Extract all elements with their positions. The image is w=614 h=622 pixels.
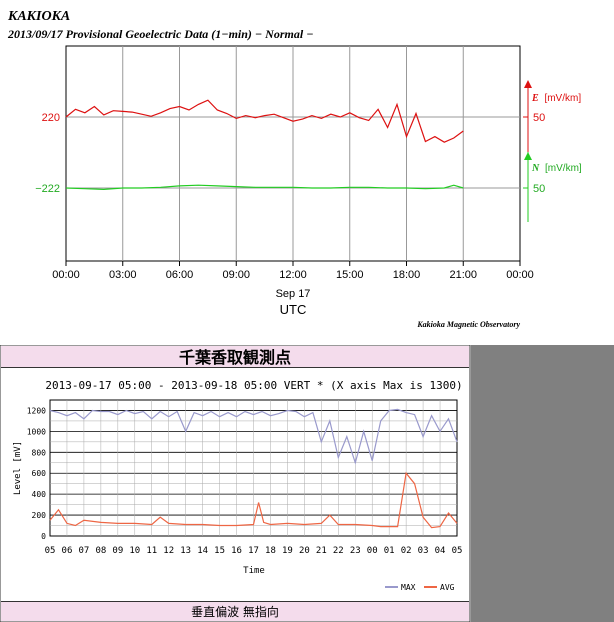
y-tick-label: 200 (32, 511, 47, 520)
y-tick-label: 800 (32, 448, 47, 457)
x-tick-label: 09:00 (222, 269, 250, 281)
x-tick-label: 09 (112, 546, 123, 556)
x-tick-label: 05 (45, 546, 56, 556)
x-tick-label: 20 (299, 546, 310, 556)
x-tick-label: 06:00 (166, 269, 194, 281)
avg-series-line (49, 471, 458, 529)
x-tick-label: 01 (384, 546, 395, 556)
x-tick-label: 00:00 (506, 269, 534, 281)
x-tick-label: 13 (180, 546, 191, 556)
y-tick-label: 1200 (27, 406, 46, 415)
x-tick-label: 11 (146, 546, 157, 556)
max-series-line (49, 408, 458, 465)
n-scale-axis (523, 152, 532, 222)
e-series-label: E [mV/km] (531, 93, 581, 104)
x-tick-label: 08 (95, 546, 106, 556)
y-tick-label: 0 (41, 532, 46, 541)
y-axis-label: Level [mV] (13, 441, 23, 495)
footer-band (1, 602, 469, 621)
x-tick-labels: 05 06 07 08 09 10 11 12 13 14 15 16 17 18 19 20 21 22 23 00… (45, 546, 463, 556)
x-tick-label: 23 (350, 546, 361, 556)
n-left-label: −222 (35, 183, 60, 195)
observatory-credit: Kakioka Magnetic Observatory (416, 320, 520, 329)
x-tick-label: 00 (367, 546, 378, 556)
x-tick-label: 00:00 (52, 269, 80, 281)
legend-max-label: MAX (401, 583, 416, 592)
gray-side-panel (471, 345, 614, 622)
x-tick-label: 02 (401, 546, 412, 556)
x-tick-label: 22 (333, 546, 344, 556)
x-tick-label: 18 (265, 546, 276, 556)
n-series-line (65, 184, 464, 191)
x-tick-label: 17 (248, 546, 259, 556)
n-series-label: N [mV/km] (531, 163, 582, 174)
e-series-line (65, 99, 464, 143)
x-tick-label: 14 (197, 546, 208, 556)
chart-subtitle: 2013/09/17 Provisional Geoelectric Data … (7, 27, 313, 41)
y-tick-label: 1000 (27, 427, 46, 436)
y-tick-label: 600 (32, 469, 47, 478)
x-tick-label: 03:00 (109, 269, 137, 281)
x-tick-label: 19 (282, 546, 293, 556)
kakioka-geoelectric-chart: KAKIOKA 2013/09/17 Provisional Geoelectr… (7, 9, 582, 329)
e-left-label: 220 (42, 112, 60, 124)
x-tick-label: 04 (435, 546, 446, 556)
polarization-footer: 垂直偏波 無指向 (191, 604, 279, 619)
legend: MAX AVG (385, 583, 455, 592)
e-right-label: 50 (533, 112, 545, 124)
gridlines (50, 400, 457, 536)
x-axis-label: UTC (280, 302, 307, 317)
x-axis-label: Time (243, 566, 265, 576)
x-tick-label: 05 (452, 546, 463, 556)
x-tick-label: 12:00 (279, 269, 307, 281)
date-label: Sep 17 (276, 288, 311, 300)
header-band (1, 346, 469, 367)
chart-title: KAKIOKA (7, 9, 70, 24)
x-tick-label: 21:00 (449, 269, 477, 281)
x-tick-label: 15 (214, 546, 225, 556)
x-tick-label: 10 (129, 546, 140, 556)
x-tick-label: 18:00 (393, 269, 421, 281)
x-tick-label: 03 (418, 546, 429, 556)
x-tick-labels: 00:00 03:00 06:00 09:00 12:00 15:00 18:00 21:00… (52, 269, 534, 281)
x-tick-label: 21 (316, 546, 327, 556)
chiba-katori-vert-chart: 千葉香取観測点 垂直偏波 無指向 2013-09-17 05:00 - 2013… (0, 345, 614, 622)
x-tick-label: 07 (78, 546, 89, 556)
y-tick-label: 400 (32, 490, 47, 499)
x-tick-label: 06 (62, 546, 73, 556)
y-tick-labels: 1200 1000 800 600 400 200 0 (27, 406, 46, 541)
x-tick-label: 16 (231, 546, 242, 556)
period-title: 2013-09-17 05:00 - 2013-09-18 05:00 VERT… (45, 379, 462, 392)
legend-avg-label: AVG (440, 583, 455, 592)
n-right-label: 50 (533, 183, 545, 195)
e-scale-axis (523, 80, 532, 152)
x-tick-label: 15:00 (336, 269, 364, 281)
x-tick-label: 12 (163, 546, 174, 556)
vertical-gridlines (65, 46, 521, 266)
station-header: 千葉香取観測点 (179, 348, 291, 367)
